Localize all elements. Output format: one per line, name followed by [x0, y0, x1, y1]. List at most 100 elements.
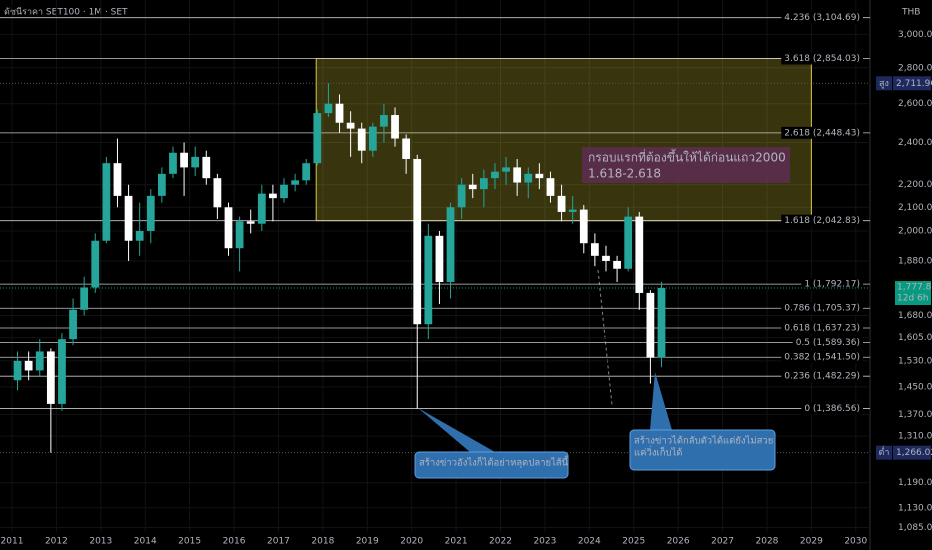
y-tick-label: 2,100.00 [898, 203, 932, 213]
callout-box [414, 451, 569, 479]
candle-body [13, 360, 22, 381]
fib-label-bg [781, 214, 863, 227]
x-tick-label: 2011 [1, 537, 24, 547]
candle-body [557, 195, 566, 212]
candle-body [202, 156, 211, 179]
candle-body [224, 207, 233, 249]
y-tick-label: 2,200.00 [898, 180, 932, 190]
callout-text: สร้างข่าวอังไงก็ได้อย่าหลุดปลายไส้นี้ [419, 456, 569, 469]
fib-label-bg [781, 351, 863, 364]
candle-body [468, 184, 477, 190]
y-tick-label: 1,130.00 [898, 503, 932, 513]
callout-pointer [650, 372, 672, 430]
x-tick-label: 2017 [267, 537, 290, 547]
candle-body [169, 152, 177, 174]
candle-body [113, 163, 122, 196]
fib-label-bg [792, 336, 863, 349]
candle-body [58, 339, 66, 404]
candle-body [102, 163, 111, 241]
candle-body [391, 115, 399, 139]
target-zone [315, 58, 812, 222]
y-tick-label: 1,310.00 [898, 432, 932, 442]
x-tick-label: 2018 [311, 537, 334, 547]
y-tick-label: 1,190.00 [898, 478, 932, 488]
candle-body [435, 235, 444, 283]
candle-body [446, 207, 455, 283]
fib-label: 1 (1,792.17) [804, 280, 860, 290]
last-price: 1,777.89 [897, 283, 932, 293]
x-tick-label: 2012 [45, 537, 68, 547]
callout-pointer [418, 408, 495, 452]
last-price-bg [895, 281, 931, 306]
fib-label-bg [801, 402, 863, 415]
note-text: 1.618-2.618 [588, 167, 661, 181]
y-tick-label: 1,370.00 [898, 410, 932, 420]
x-tick-label: 2025 [622, 537, 645, 547]
candle-body [424, 235, 433, 325]
fib-label: 1.618 (2,042.83) [784, 216, 860, 226]
countdown: 12d 6h [897, 294, 928, 304]
x-tick-label: 2027 [711, 537, 734, 547]
candle-body [124, 195, 133, 241]
candle-body [35, 351, 44, 371]
candle-body [590, 243, 599, 256]
fib-label: 4.236 (3,104.69) [784, 13, 860, 23]
candle-body [291, 180, 299, 185]
fib-label: 0.618 (1,637.23) [784, 323, 860, 333]
candle-body [457, 184, 466, 208]
callout-text: แค่วิ่งเก็บได้ [634, 446, 682, 459]
candle-body [324, 103, 333, 114]
fib-label-bg [801, 278, 863, 291]
candle-body [335, 103, 344, 123]
candle-body [257, 193, 266, 224]
candle-body [346, 122, 355, 129]
candle-body [513, 167, 522, 183]
candle-body [235, 221, 244, 249]
fib-label-bg [781, 126, 863, 139]
candle-body [535, 173, 544, 179]
badge-value: 1,266.02 [896, 448, 932, 458]
candle-body [502, 167, 510, 172]
fib-label: 0.5 (1,589.36) [796, 338, 860, 348]
y-tick-label: 1,450.00 [898, 382, 932, 392]
x-tick-label: 2013 [89, 537, 112, 547]
currency: THB [901, 8, 920, 18]
candle-body [635, 216, 644, 293]
fib-label-bg [781, 11, 863, 24]
candle-body [246, 221, 255, 224]
candle-body [24, 360, 33, 371]
candle-body [368, 126, 377, 151]
badge-label: สูง [879, 79, 889, 89]
candle-body [579, 209, 588, 244]
candle-body [46, 351, 55, 404]
candle-body [191, 156, 200, 168]
y-tick-label: 1,605.00 [898, 333, 932, 343]
candle-body [69, 309, 77, 340]
badge-label: ต่ำ [879, 445, 890, 458]
x-tick-label: 2028 [756, 537, 779, 547]
callout-box [629, 429, 776, 471]
candle-body [491, 171, 499, 179]
x-tick-label: 2030 [844, 537, 867, 547]
y-tick-label: 3,000.00 [898, 30, 932, 40]
candle-body [524, 173, 533, 183]
x-tick-label: 2019 [356, 537, 379, 547]
candle-body [80, 287, 89, 310]
callout-text: สร้างข่าวได้กลับตัวได้แต่ยังไม่สวย [634, 435, 773, 447]
candle-body [157, 173, 166, 196]
y-tick-label: 1,680.00 [898, 311, 932, 321]
candle-body [602, 255, 610, 261]
chart-title: ดัชนีราคา SET100 · 1M · SET [4, 7, 128, 18]
y-tick-label: 2,000.00 [898, 226, 932, 236]
y-tick-label: 2,600.00 [898, 99, 932, 109]
badge-label-bg [876, 445, 892, 460]
note-bg [582, 147, 790, 183]
candle-body [568, 209, 577, 212]
candle-body [91, 240, 100, 288]
fib-label: 0.786 (1,705.37) [784, 304, 860, 314]
badge-value-bg [893, 76, 931, 91]
note-text: กรอบแรกที่ต้องขึ้นให้ได้ก่อนแถว2000 [588, 149, 786, 165]
fib-label: 0 (1,386.56) [804, 404, 860, 414]
candle-body [146, 195, 155, 231]
